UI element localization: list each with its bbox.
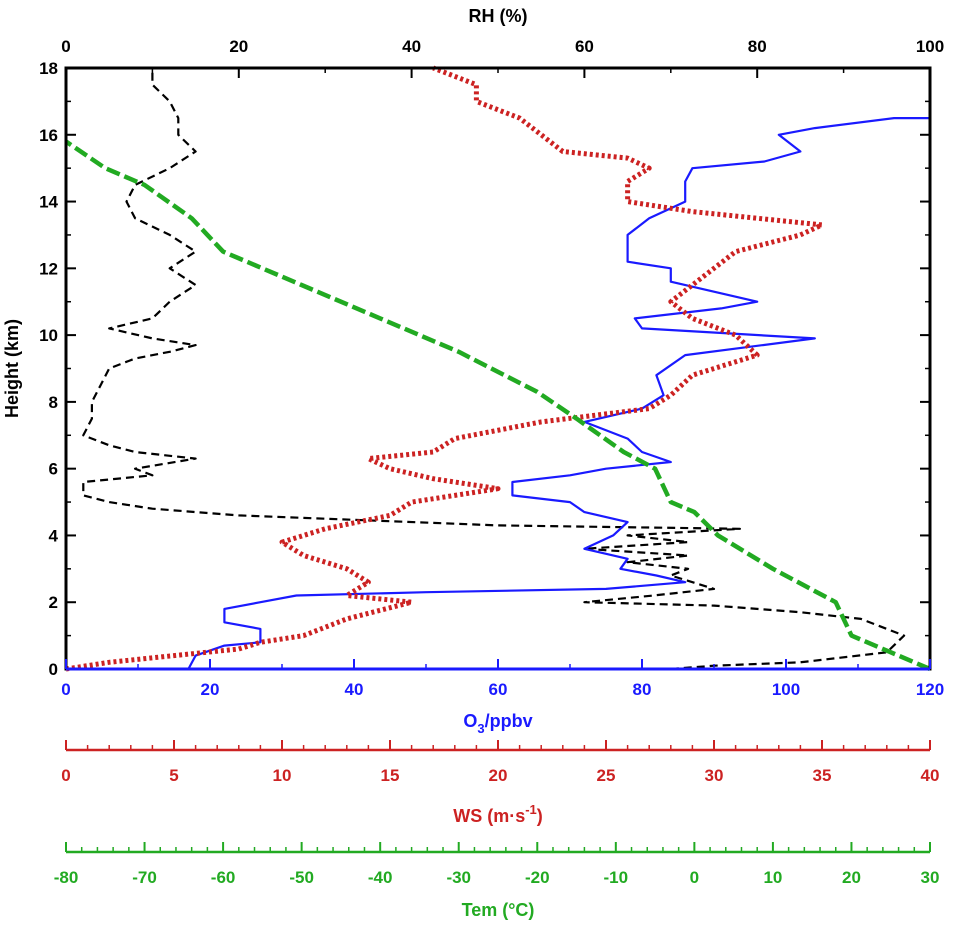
tem-tick-label: -70 [132,868,157,887]
height-axis-title: Height (km) [2,319,22,418]
ws-tick-label: 25 [597,766,616,785]
ws-series-line [65,65,825,672]
o3-tick-label: 40 [345,680,364,699]
plot-frame [64,66,932,671]
tem-tick-label: 0 [690,868,699,887]
o3-axis-title-sub: 3 [477,721,484,736]
ws-axis-title-sup: -1 [525,802,537,817]
tem-tick-label: -10 [604,868,629,887]
ws-tick-label: 15 [381,766,400,785]
o3-series-line [187,116,932,671]
rh-tick-label: 80 [748,37,767,56]
tem-tick-label: -60 [211,868,236,887]
o3-tick-label: 120 [916,680,944,699]
rh-axis-title: RH (%) [469,6,528,26]
ws-axis-title-rest: ) [537,806,543,826]
tem-axis-title: Tem (°C) [462,900,535,920]
ws-tick-label: 0 [61,766,70,785]
o3-axis-title-rest: /ppbv [485,711,533,731]
height-tick-label: 12 [39,259,58,278]
height-tick-label: 4 [49,526,59,545]
o3-tick-label: 100 [772,680,800,699]
o3-tick-label: 20 [201,680,220,699]
ws-tick-label: 20 [489,766,508,785]
o3-axis-title-main: O [463,711,477,731]
tem-tick-label: -80 [54,868,79,887]
ws-tick-label: 30 [705,766,724,785]
height-tick-label: 8 [49,393,58,412]
ws-tick-label: 35 [813,766,832,785]
rh-series-line [82,68,906,671]
o3-tick-label: 80 [633,680,652,699]
height-tick-label: 6 [49,460,58,479]
height-tick-label: 14 [39,193,58,212]
tem-tick-label: 30 [921,868,940,887]
tem-tick-label: 20 [842,868,861,887]
ws-axis-title-main: WS (m·s [453,806,525,826]
ws-axis-title: WS (m·s-1) [453,802,543,826]
ws-tick-label: 5 [169,766,178,785]
o3-tick-label: 60 [489,680,508,699]
tem-tick-label: -30 [446,868,471,887]
height-tick-label: 16 [39,126,58,145]
rh-tick-label: 0 [61,37,70,56]
rh-tick-label: 60 [575,37,594,56]
height-tick-label: 10 [39,326,58,345]
rh-tick-label: 40 [402,37,421,56]
rh-tick-label: 100 [916,37,944,56]
tem-tick-label: -40 [368,868,393,887]
rh-tick-label: 20 [229,37,248,56]
tem-series-line [64,139,931,672]
tem-tick-label: 10 [763,868,782,887]
ws-tick-label: 10 [273,766,292,785]
tem-tick-label: -50 [289,868,314,887]
tem-tick-label: -20 [525,868,550,887]
height-tick-label: 2 [49,593,58,612]
data-series [64,65,932,672]
height-tick-label: 0 [49,660,58,679]
o3-tick-label: 0 [61,680,70,699]
o3-axis-title: O3/ppbv [463,711,532,736]
height-tick-label: 18 [39,59,58,78]
ws-tick-label: 40 [921,766,940,785]
